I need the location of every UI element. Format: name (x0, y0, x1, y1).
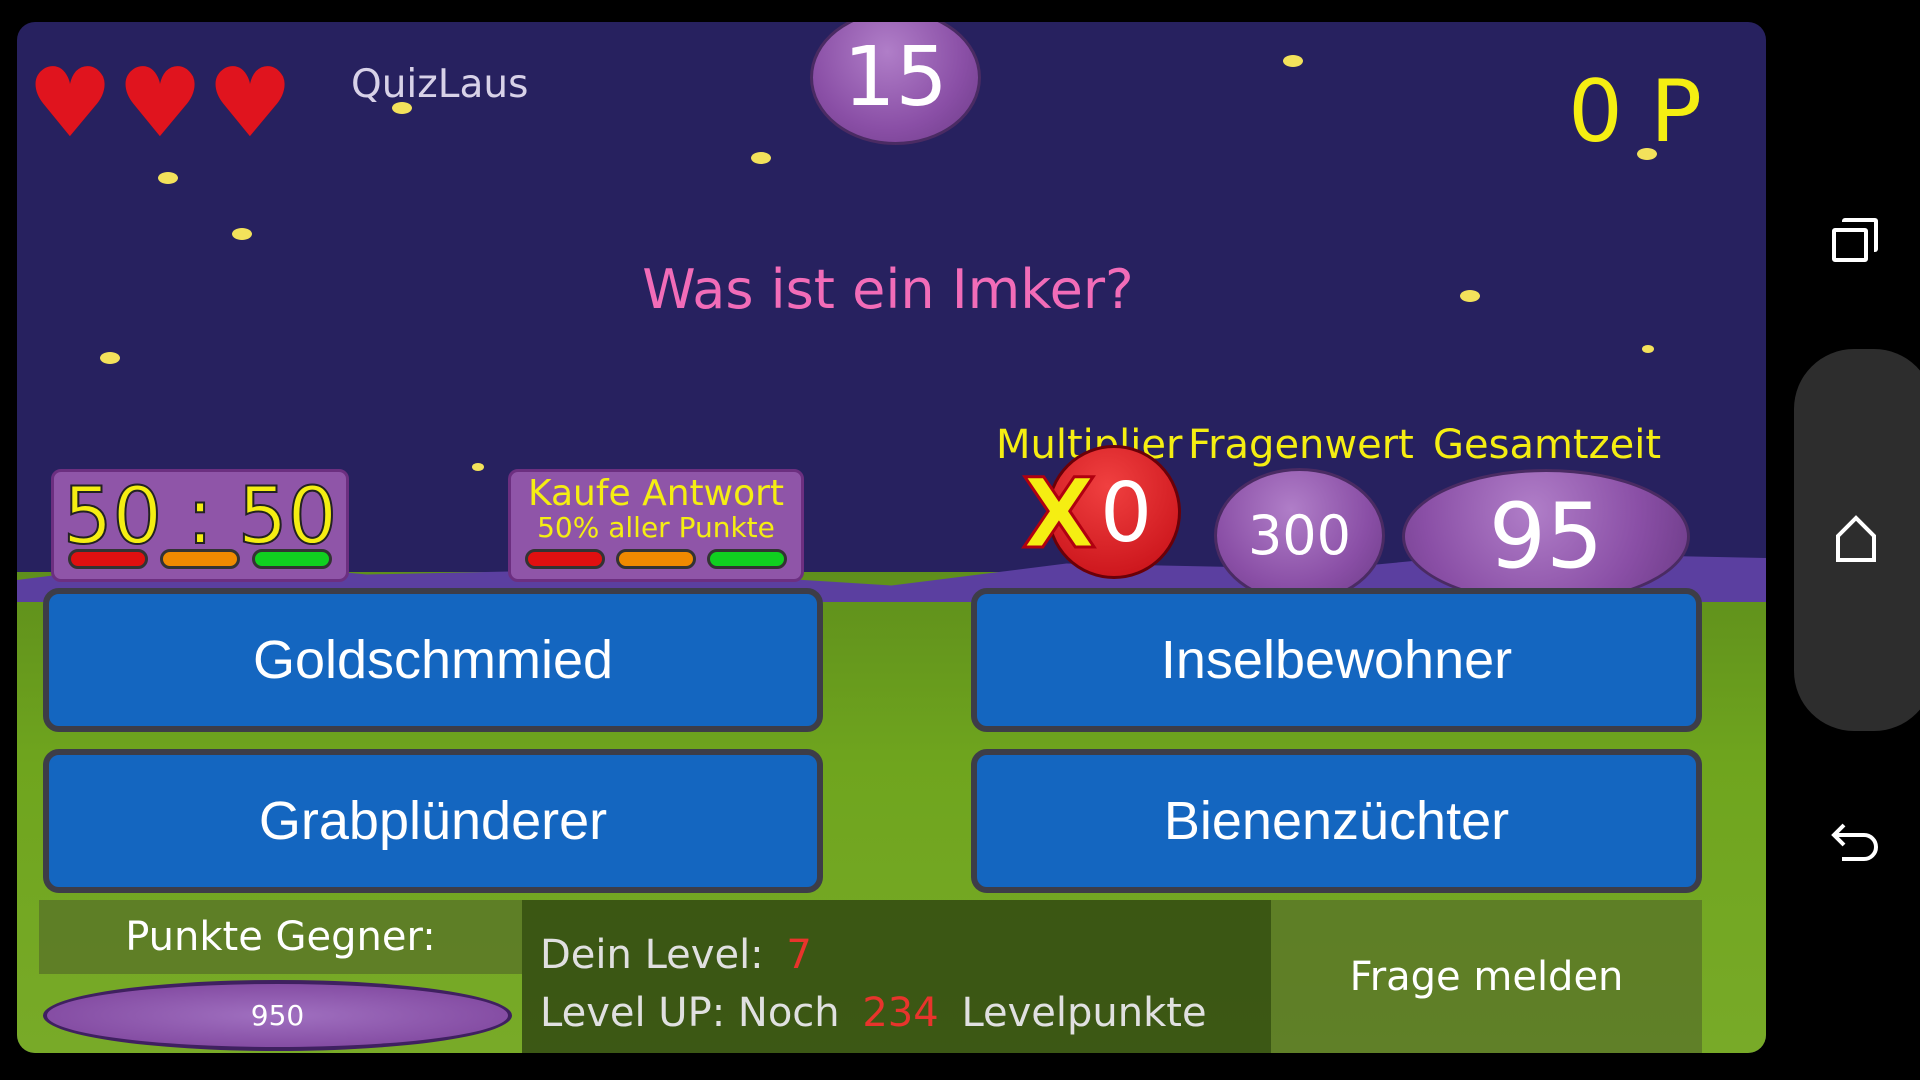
heart-icon: ♥ (27, 47, 114, 159)
joker-bars (511, 549, 801, 569)
multiplier-x-icon: X (1020, 457, 1097, 572)
game-screen: ♥ ♥ ♥ QuizLaus 15 0 P Was ist ein Imker?… (17, 22, 1766, 1053)
multiplier-badge: X 0 (1020, 445, 1181, 579)
opponent-panel: Punkte Gegner: 950 (39, 900, 522, 1053)
score: 0 P (1568, 62, 1702, 162)
opponent-points: 950 (43, 980, 512, 1051)
question-text: Was ist ein Imker? (642, 258, 1134, 321)
recent-apps-icon[interactable] (1832, 218, 1878, 262)
star (472, 463, 484, 471)
heart-icon: ♥ (207, 47, 294, 159)
total-time-label: Gesamtzeit (1433, 422, 1662, 468)
question-value-label: Fragenwert (1188, 422, 1414, 468)
levelup-points: 234 (862, 990, 939, 1036)
app-title: QuizLaus (351, 62, 529, 107)
nav-pill (1794, 349, 1920, 731)
star (392, 102, 412, 114)
home-icon[interactable] (1834, 514, 1878, 564)
opponent-label: Punkte Gegner: (39, 900, 522, 974)
joker-bars (54, 549, 346, 569)
answer-button-4[interactable]: Bienenzüchter (971, 749, 1702, 893)
star (1460, 290, 1480, 302)
levelup-prefix: Level UP: Noch (540, 990, 840, 1036)
answer-button-1[interactable]: Goldschmmied (43, 588, 823, 732)
question-counter: 15 (810, 22, 981, 145)
buy-answer-title: Kaufe Antwort (527, 473, 785, 514)
total-time: 95 (1402, 469, 1690, 604)
star (158, 172, 178, 184)
fifty-fifty-joker[interactable]: 50 : 50 (51, 469, 349, 582)
answer-button-2[interactable]: Inselbewohner (971, 588, 1702, 732)
star (100, 352, 120, 364)
level-panel: Dein Level: 7 Level UP: Noch 234 Levelpu… (522, 900, 1271, 1053)
levelup-suffix: Levelpunkte (961, 990, 1207, 1036)
level-value: 7 (786, 932, 812, 978)
star (1283, 55, 1303, 67)
fifty-fifty-label: 50 : 50 (62, 471, 338, 563)
multiplier-value: 0 (1100, 466, 1153, 561)
buy-answer-joker[interactable]: Kaufe Antwort 50% aller Punkte (508, 469, 804, 582)
question-value: 300 (1214, 468, 1385, 603)
answer-button-3[interactable]: Grabplünderer (43, 749, 823, 893)
level-label: Dein Level: (540, 932, 764, 978)
heart-icon: ♥ (117, 47, 204, 159)
report-question-button[interactable]: Frage melden (1271, 900, 1702, 1053)
star (1637, 148, 1657, 160)
back-icon[interactable] (1830, 815, 1882, 863)
star (751, 152, 771, 164)
buy-answer-subtitle: 50% aller Punkte (537, 511, 775, 544)
star (1642, 345, 1654, 353)
star (232, 228, 252, 240)
